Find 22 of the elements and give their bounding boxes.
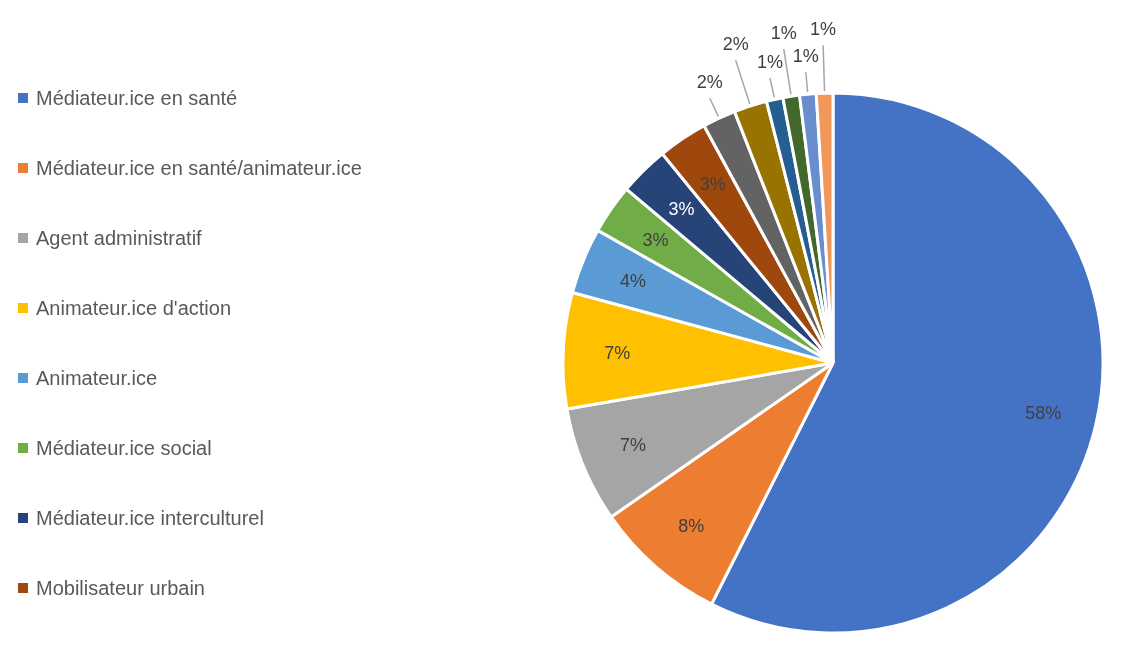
data-label: 3% — [699, 173, 726, 194]
data-label: 58% — [1025, 402, 1062, 423]
legend-label: Médiateur.ice en santé — [36, 86, 238, 110]
data-label: 1% — [756, 51, 783, 72]
legend-label: Médiateur.ice en santé/animateur.ice — [36, 156, 362, 180]
legend-label: Mobilisateur urbain — [36, 576, 205, 600]
data-label: 8% — [678, 516, 705, 537]
legend-label: Médiateur.ice interculturel — [36, 506, 264, 530]
legend-label: Animateur.ice — [36, 366, 158, 390]
data-label: 4% — [620, 271, 647, 292]
data-label: 7% — [620, 434, 647, 455]
legend-label: Médiateur.ice social — [36, 436, 212, 460]
data-label: 2% — [696, 72, 723, 93]
data-label: 3% — [668, 199, 695, 220]
data-label: 7% — [604, 342, 631, 363]
data-label: 1% — [770, 22, 797, 43]
data-label: 1% — [792, 46, 819, 67]
data-label: 1% — [810, 19, 837, 40]
data-label: 3% — [642, 229, 669, 250]
legend-label: Animateur.ice d'action — [36, 296, 232, 320]
legend-label: Agent administratif — [36, 226, 202, 250]
data-label: 2% — [722, 34, 749, 55]
